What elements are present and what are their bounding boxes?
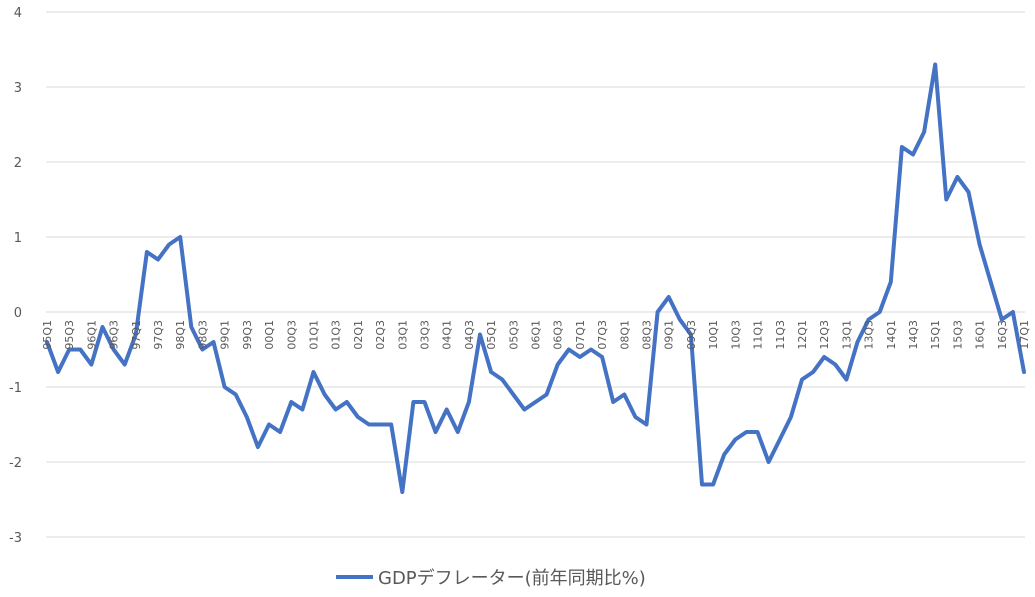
x-tick-label: 04Q1 — [441, 320, 454, 350]
y-tick-label: -3 — [9, 531, 22, 546]
x-tick-label: 12Q1 — [796, 320, 809, 350]
x-tick-label: 01Q3 — [330, 320, 343, 350]
y-tick-label: -1 — [9, 381, 22, 396]
x-tick-label: 01Q1 — [307, 320, 320, 350]
x-tick-label: 02Q1 — [352, 320, 365, 350]
y-tick-label: 3 — [14, 81, 22, 96]
x-tick-label: 16Q1 — [974, 320, 987, 350]
x-tick-label: 17Q1 — [1018, 320, 1031, 350]
x-tick-label: 03Q3 — [418, 320, 431, 350]
x-tick-label: 09Q3 — [685, 320, 698, 350]
x-tick-label: 07Q3 — [596, 320, 609, 350]
x-tick-label: 13Q1 — [840, 320, 853, 350]
x-tick-label: 15Q3 — [951, 320, 964, 350]
y-tick-label: 0 — [14, 306, 22, 321]
x-tick-label: 08Q1 — [618, 320, 631, 350]
x-tick-label: 07Q1 — [574, 320, 587, 350]
y-tick-label: 2 — [14, 156, 22, 171]
x-tick-label: 98Q1 — [174, 320, 187, 350]
x-tick-label: 13Q3 — [863, 320, 876, 350]
x-tick-label: 05Q3 — [507, 320, 520, 350]
y-tick-label: 4 — [14, 6, 22, 21]
legend-label: GDPデフレーター(前年同期比%) — [378, 568, 646, 589]
x-tick-label: 10Q1 — [707, 320, 720, 350]
x-tick-label: 99Q1 — [219, 320, 232, 350]
x-tick-label: 95Q1 — [41, 320, 54, 350]
x-tick-label: 10Q3 — [729, 320, 742, 350]
x-tick-label: 03Q1 — [396, 320, 409, 350]
x-tick-label: 06Q3 — [552, 320, 565, 350]
x-tick-label: 04Q3 — [463, 320, 476, 350]
x-tick-label: 06Q1 — [530, 320, 543, 350]
x-tick-label: 09Q1 — [663, 320, 676, 350]
x-tick-label: 11Q3 — [774, 320, 787, 350]
x-tick-label: 96Q1 — [85, 320, 98, 350]
x-tick-label: 00Q3 — [285, 320, 298, 350]
x-tick-label: 99Q3 — [241, 320, 254, 350]
y-tick-label: -2 — [9, 456, 22, 471]
x-tick-label: 08Q3 — [641, 320, 654, 350]
x-tick-label: 97Q1 — [130, 320, 143, 350]
legend: GDPデフレーター(前年同期比%) — [336, 568, 646, 589]
gridlines — [46, 11, 1025, 538]
y-tick-label: 1 — [14, 231, 22, 246]
x-tick-label: 11Q1 — [752, 320, 765, 350]
x-tick-label: 96Q3 — [108, 320, 121, 350]
x-tick-label: 97Q3 — [152, 320, 165, 350]
series-line — [45, 62, 1026, 494]
series-lines — [45, 62, 1026, 494]
y-axis-ticks: 4 3 2 1 0 -1 -2 -3 — [9, 6, 22, 546]
x-tick-label: 16Q3 — [996, 320, 1009, 350]
x-tick-label: 12Q3 — [818, 320, 831, 350]
x-tick-label: 98Q3 — [196, 320, 209, 350]
x-tick-label: 15Q1 — [929, 320, 942, 350]
x-tick-label: 95Q3 — [63, 320, 76, 350]
x-tick-label: 02Q3 — [374, 320, 387, 350]
x-axis-ticks: 95Q1 95Q3 96Q1 96Q3 97Q1 97Q3 98Q1 98Q3 99Q1 99Q3… — [41, 320, 1031, 350]
x-tick-label: 14Q3 — [907, 320, 920, 350]
x-tick-label: 00Q1 — [263, 320, 276, 350]
x-tick-label: 05Q1 — [485, 320, 498, 350]
x-tick-label: 14Q1 — [885, 320, 898, 350]
